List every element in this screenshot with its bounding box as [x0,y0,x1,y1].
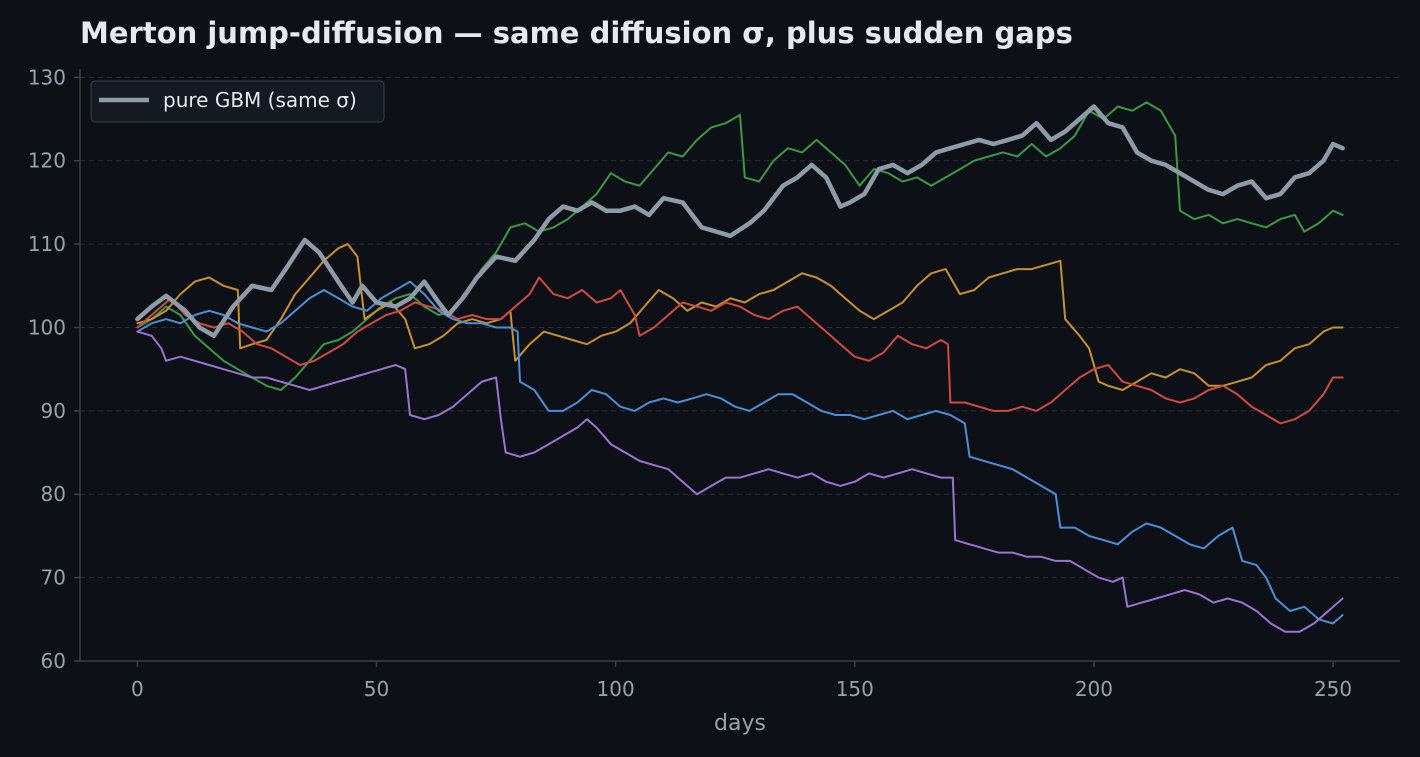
series-line-2 [136,243,1344,391]
y-tick-label-120: 120 [28,149,66,173]
x-tick-label-50: 50 [364,677,389,701]
gridlines [80,76,1400,579]
series-line-gbm [135,104,1345,339]
y-ticks: 60 70 80 90 100 110 120 130 [28,65,80,673]
y-tick-label-90: 90 [41,399,66,423]
series-line-5 [136,330,1344,633]
series-line-3 [136,276,1344,425]
series-line-4 [136,280,1344,625]
y-tick-label-80: 80 [41,482,66,506]
legend-label-gbm: pure GBM (same σ) [163,88,357,112]
x-tick-label-150: 150 [836,677,874,701]
y-tick-label-110: 110 [28,232,66,256]
legend-box [90,80,385,123]
y-tick-label-60: 60 [41,649,66,673]
x-ticks: 0 50 100 150 200 250 [131,661,1352,701]
y-tick-label-130: 130 [28,65,66,89]
x-tick-label-250: 250 [1314,677,1352,701]
y-tick-label-70: 70 [41,566,66,590]
y-tick-label-100: 100 [28,315,66,339]
chart-title: Merton jump-diffusion — same diffusion σ… [80,16,1073,50]
legend: pure GBM (same σ) [90,80,385,123]
x-axis-label: days [714,711,766,736]
x-tick-label-100: 100 [597,677,635,701]
series-line-1 [136,101,1344,391]
x-tick-label-200: 200 [1075,677,1113,701]
axes [79,69,1400,662]
x-tick-label-0: 0 [131,677,144,701]
series-lines [135,101,1345,633]
